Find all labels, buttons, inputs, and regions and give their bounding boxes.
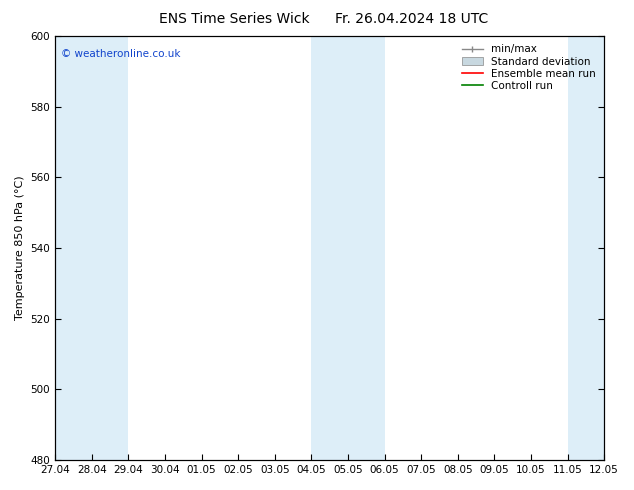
Bar [311,36,348,460]
Legend: min/max, Standard deviation, Ensemble mean run, Controll run: min/max, Standard deviation, Ensemble me… [459,41,599,94]
Text: Fr. 26.04.2024 18 UTC: Fr. 26.04.2024 18 UTC [335,12,489,26]
Text: © weatheronline.co.uk: © weatheronline.co.uk [61,49,180,59]
Bar [567,36,604,460]
Bar [92,36,128,460]
Bar [55,36,92,460]
Y-axis label: Temperature 850 hPa (°C): Temperature 850 hPa (°C) [15,176,25,320]
Bar [348,36,385,460]
Text: ENS Time Series Wick: ENS Time Series Wick [159,12,310,26]
